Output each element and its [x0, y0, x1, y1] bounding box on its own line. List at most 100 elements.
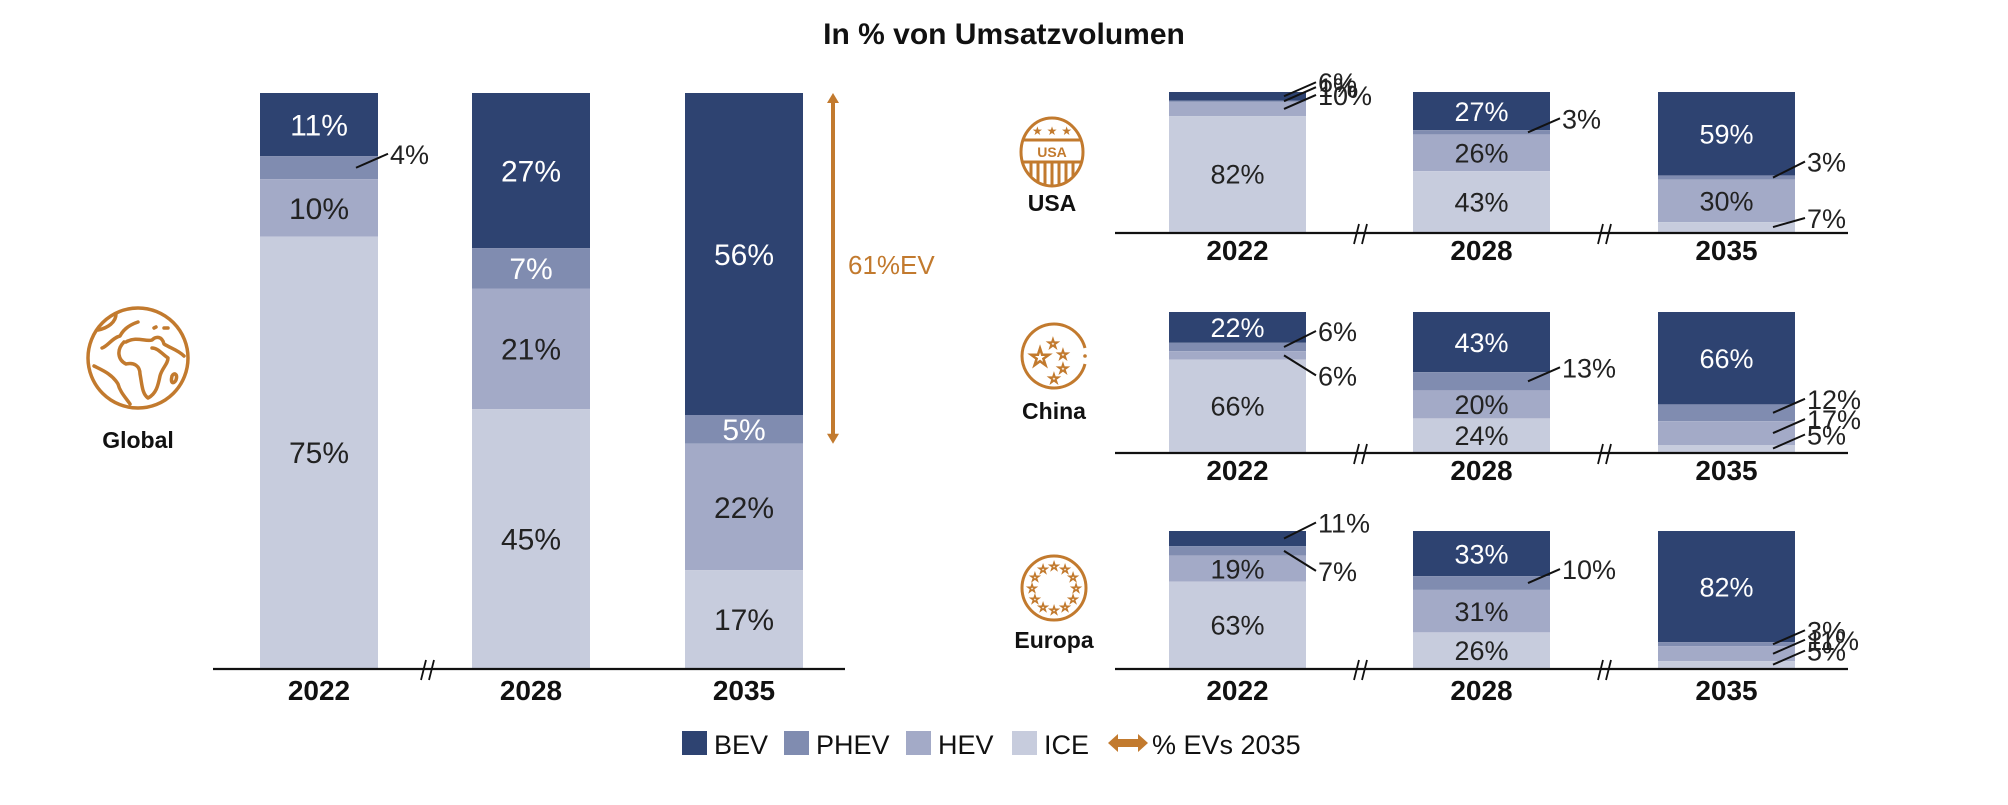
usa-badge-icon: USA ★ ★ ★: [1019, 116, 1085, 188]
callout-label: 10%: [1318, 81, 1372, 111]
bar-segment-bev-2035: [1658, 92, 1795, 176]
data-label: 19%: [1210, 554, 1264, 584]
panel-usa: 82% 6%1%10% 2022 27% 26% 43% 3% 2028 59% 30% 3% 7% 2…: [1115, 68, 1848, 266]
bar-segment-ice-2035: [1658, 222, 1795, 232]
eu-star: ☆: [1049, 604, 1059, 617]
callout-label: 1%: [1318, 73, 1357, 103]
x-tick-label: 2028: [500, 675, 562, 706]
bar-segment-hev-2022: [260, 179, 378, 237]
callout-line: [1283, 94, 1317, 110]
bar-segment-ice-2022: [1169, 116, 1306, 232]
legend-label: BEV: [714, 730, 768, 760]
bar-segment-phev-2028: [1413, 372, 1550, 391]
axis-break: [1605, 659, 1612, 681]
callout-line: [355, 152, 389, 169]
data-label: 7%: [509, 253, 552, 286]
data-label: 17%: [714, 604, 774, 637]
bar-segment-ice-2022: [1169, 359, 1306, 452]
callout-line: [1527, 117, 1561, 134]
bar-segment-bev-2028: [1413, 92, 1550, 131]
region-label-global: Global: [102, 427, 174, 453]
callout-line: [1772, 649, 1806, 666]
data-label: 43%: [1454, 328, 1508, 358]
bar-segment-hev-2028: [1413, 390, 1550, 419]
callout-line: [1283, 521, 1317, 540]
callout-label: 6%: [1318, 361, 1357, 391]
bar-segment-ice-2028: [1413, 632, 1550, 668]
legend-label: % EVs 2035: [1152, 730, 1301, 760]
x-tick-label: 2022: [1206, 675, 1268, 706]
bar-segment-hev-2028: [1413, 134, 1550, 172]
bar-segment-phev-2022: [1169, 342, 1306, 352]
legend-swatch: [784, 731, 809, 755]
eu-star: ☆: [1038, 601, 1048, 614]
callout-label: 3%: [1807, 148, 1846, 178]
bar-segment-bev-2028: [1413, 312, 1550, 373]
bar-segment-phev-2022: [1169, 546, 1306, 556]
callout-line: [1527, 366, 1561, 383]
axis-break: [1597, 223, 1604, 245]
eu-star: ☆: [1068, 571, 1078, 584]
x-tick-label: 2035: [713, 675, 775, 706]
callout-line: [1772, 217, 1806, 229]
x-tick-label: 2022: [1206, 455, 1268, 486]
bar-segment-hev-2022: [1169, 101, 1306, 117]
eu-star: ☆: [1030, 593, 1040, 606]
callout-label: 10%: [1562, 555, 1616, 585]
data-label: 63%: [1210, 611, 1264, 641]
svg-text:☆: ☆: [1057, 348, 1069, 363]
data-label: 66%: [1699, 344, 1753, 374]
axis-break: [1361, 443, 1368, 465]
chart-title: In % von Umsatzvolumen: [823, 18, 1185, 51]
bar-segment-bev-2028: [472, 93, 590, 249]
data-label: 30%: [1699, 187, 1753, 217]
eu-star: ☆: [1071, 582, 1081, 595]
data-label: 22%: [1210, 313, 1264, 343]
globe-icon: [86, 306, 190, 410]
axis-break: [1353, 223, 1360, 245]
data-label: 5%: [722, 414, 765, 447]
x-tick-label: 2035: [1695, 675, 1757, 706]
eu-star: ☆: [1027, 582, 1037, 595]
data-label: 82%: [1699, 572, 1753, 602]
svg-text:☆: ☆: [1047, 337, 1059, 352]
callout-label: 11%: [1318, 509, 1370, 539]
data-label: 66%: [1210, 392, 1264, 422]
axis-break: [1353, 443, 1360, 465]
callout-line: [1772, 638, 1806, 655]
callout-label: 13%: [1562, 353, 1616, 383]
bar-segment-hev-2028: [472, 288, 590, 410]
eu-star: ☆: [1030, 571, 1040, 584]
callout-line: [1283, 550, 1317, 572]
data-label: 24%: [1454, 421, 1508, 451]
bar-segment-ice-2022: [260, 236, 378, 668]
axis-break: [420, 659, 427, 681]
callout-line: [1283, 330, 1317, 348]
bar-segment-phev-2022: [260, 156, 378, 180]
data-label: 45%: [501, 523, 561, 556]
svg-text:USA: USA: [1037, 144, 1067, 160]
bar-segment-ice-2028: [472, 409, 590, 668]
axis-break: [1361, 659, 1368, 681]
axis-break: [1605, 223, 1612, 245]
legend-item-ice: ICE: [1012, 730, 1089, 760]
bar-segment-phev-2022: [1169, 100, 1306, 102]
bar-segment-phev-2028: [472, 248, 590, 289]
data-label: 27%: [1454, 97, 1508, 127]
callout-line: [1772, 418, 1806, 435]
bar-segment-bev-2035: [1658, 312, 1795, 405]
bar-segment-hev-2035: [1658, 421, 1795, 445]
data-label: 82%: [1210, 160, 1264, 190]
data-label: 27%: [501, 155, 561, 188]
axis-break: [1353, 659, 1360, 681]
double-arrow-icon: [1108, 734, 1148, 752]
data-label: 59%: [1699, 119, 1753, 149]
data-label: 75%: [289, 437, 349, 470]
bar-segment-hev-2035: [685, 443, 803, 571]
region-label-china: China: [1022, 398, 1086, 424]
bar-segment-bev-2028: [1413, 531, 1550, 577]
panel-china: 22% 66% 6% 6% 2022 43% 20%24% 13% 2028 66% 12%17%5…: [1115, 312, 1861, 486]
axis-break: [428, 659, 435, 681]
